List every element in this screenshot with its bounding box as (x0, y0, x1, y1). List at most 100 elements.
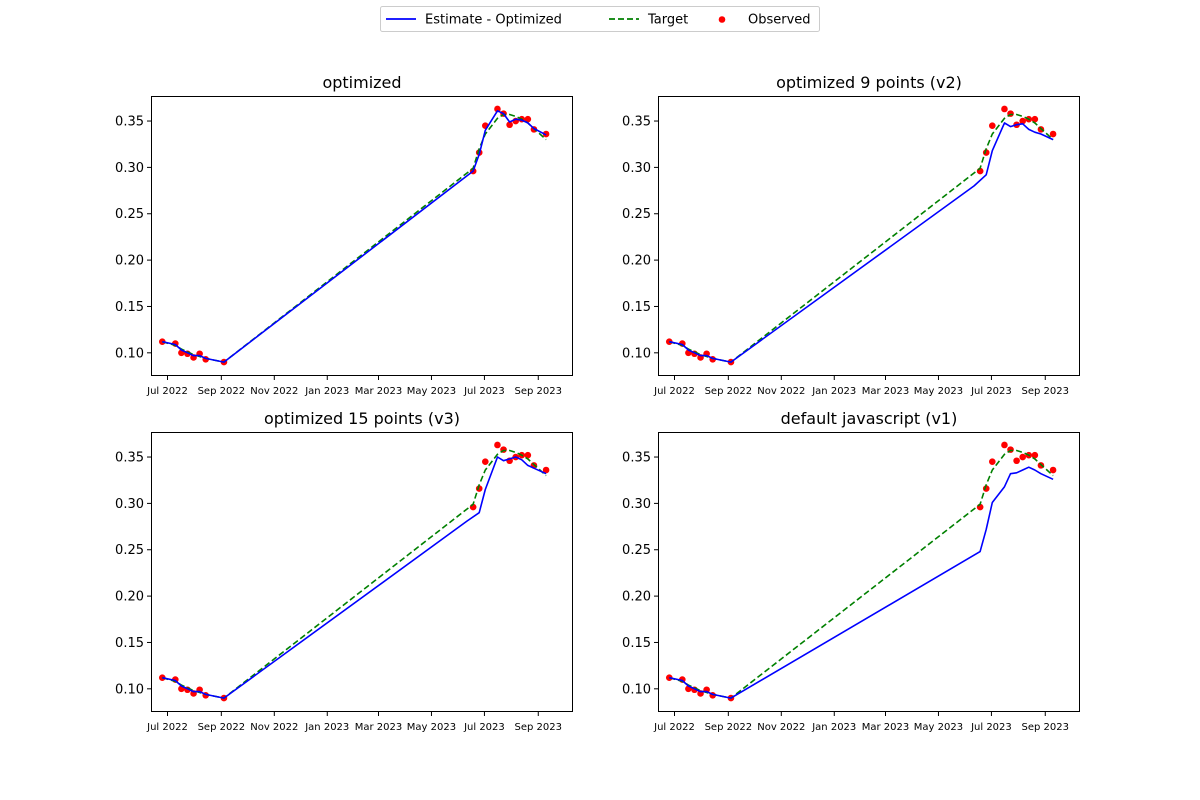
estimate-line (162, 456, 547, 699)
legend: Estimate - Optimized Target Observed (380, 6, 820, 32)
y-tick-label: 0.25 (115, 207, 144, 222)
observed-point (1001, 441, 1008, 449)
observed-point (665, 674, 673, 681)
y-tick-label: 0.15 (622, 300, 651, 315)
panel-1: optimized 0.10 0.15 0.20 0.25 0.30 0.35 Jul 202… (115, 73, 573, 397)
x-tick-label: Sep 2023 (1022, 722, 1069, 733)
y-tick-label: 0.20 (115, 254, 144, 269)
target-line (162, 113, 547, 363)
observed-point (1049, 130, 1057, 138)
x-tick-label: Mar 2023 (355, 386, 403, 397)
observed-point (524, 115, 532, 123)
y-tick-label: 0.20 (622, 590, 651, 605)
x-tick-label: Sep 2022 (705, 722, 752, 733)
plot-area (665, 105, 1057, 366)
x-tick-label: Jul 2022 (653, 386, 695, 397)
x-tick-label: Jan 2023 (811, 722, 856, 733)
observed-point (158, 338, 166, 345)
panel-4: default javascript (v1) 0.10 0.15 0.20 0.25 0… (622, 409, 1080, 733)
x-tick-label: Sep 2022 (705, 386, 752, 397)
y-tick-label: 0.30 (622, 497, 651, 512)
observed-point (1013, 457, 1020, 465)
estimate-line (162, 110, 547, 363)
x-tick-label: May 2023 (914, 722, 963, 733)
observed-point (1031, 451, 1039, 459)
x-tick-label: Jan 2023 (811, 386, 856, 397)
y-tick-label: 0.35 (115, 451, 144, 466)
panel-2: optimized 9 points (v2) 0.10 0.15 0.20 0.25 0… (622, 73, 1080, 397)
plot-area (665, 441, 1057, 702)
observed-point (1049, 466, 1057, 474)
x-tick-label: Jul 2023 (970, 722, 1012, 733)
x-tick-label: Sep 2023 (1022, 386, 1069, 397)
y-tick-label: 0.25 (622, 543, 651, 558)
x-tick-label: Nov 2022 (757, 722, 805, 733)
y-tick-label: 0.35 (115, 115, 144, 130)
x-tick-label: May 2023 (914, 386, 963, 397)
observed-point (482, 458, 489, 465)
x-tick-label: Jul 2022 (146, 386, 188, 397)
plot-area (158, 441, 550, 702)
y-tick-label: 0.20 (622, 254, 651, 269)
plot-area (158, 105, 550, 366)
estimate-line (669, 466, 1054, 699)
x-tick-label: Jul 2022 (653, 722, 695, 733)
y-tick-label: 0.10 (622, 682, 651, 697)
legend-label: Target (647, 13, 688, 28)
observed-point (542, 466, 550, 474)
x-tick-label: Jan 2023 (304, 722, 349, 733)
y-tick-label: 0.15 (115, 300, 144, 315)
panel-title: optimized 9 points (v2) (776, 73, 962, 92)
x-tick-label: Mar 2023 (355, 722, 403, 733)
observed-point (982, 149, 990, 156)
x-tick-label: Nov 2022 (250, 386, 298, 397)
y-tick-label: 0.15 (622, 636, 651, 651)
x-tick-label: Sep 2022 (198, 386, 245, 397)
axes-frame (151, 432, 573, 712)
observed-point (665, 338, 673, 345)
axes-frame (151, 96, 573, 376)
observed-point (1001, 105, 1008, 113)
observed-point (494, 105, 501, 113)
x-tick-label: Sep 2022 (198, 722, 245, 733)
axes-frame (658, 432, 1080, 712)
x-tick-label: May 2023 (407, 386, 456, 397)
y-tick-label: 0.35 (622, 451, 651, 466)
observed-point (475, 485, 483, 492)
target-line (669, 113, 1054, 363)
legend-box (380, 6, 820, 32)
y-tick-label: 0.10 (622, 346, 651, 361)
estimate-line (669, 122, 1054, 363)
observed-point (158, 674, 166, 681)
x-tick-label: Jul 2023 (463, 386, 505, 397)
panel-title: default javascript (v1) (781, 409, 958, 428)
observed-point (989, 458, 996, 465)
y-tick-label: 0.35 (622, 115, 651, 130)
x-tick-label: Nov 2022 (250, 722, 298, 733)
x-tick-label: Jul 2022 (146, 722, 188, 733)
y-tick-label: 0.30 (115, 161, 144, 176)
axes-frame (658, 96, 1080, 376)
x-tick-label: Jul 2023 (970, 386, 1012, 397)
x-tick-label: Sep 2023 (515, 722, 562, 733)
x-tick-label: Sep 2023 (515, 386, 562, 397)
target-line (162, 449, 547, 699)
observed-point (1031, 115, 1039, 123)
y-tick-label: 0.10 (115, 682, 144, 697)
y-tick-label: 0.10 (115, 346, 144, 361)
y-tick-label: 0.30 (622, 161, 651, 176)
y-tick-label: 0.20 (115, 590, 144, 605)
y-tick-label: 0.30 (115, 497, 144, 512)
legend-swatch-observed (718, 16, 726, 23)
panel-title: optimized (322, 73, 401, 92)
observed-point (1019, 117, 1026, 125)
x-tick-label: Mar 2023 (862, 722, 910, 733)
observed-point (982, 485, 990, 492)
x-tick-label: Mar 2023 (862, 386, 910, 397)
observed-point (506, 121, 513, 129)
y-tick-label: 0.15 (115, 636, 144, 651)
target-line (669, 449, 1054, 699)
x-tick-label: May 2023 (407, 722, 456, 733)
x-tick-label: Jan 2023 (304, 386, 349, 397)
